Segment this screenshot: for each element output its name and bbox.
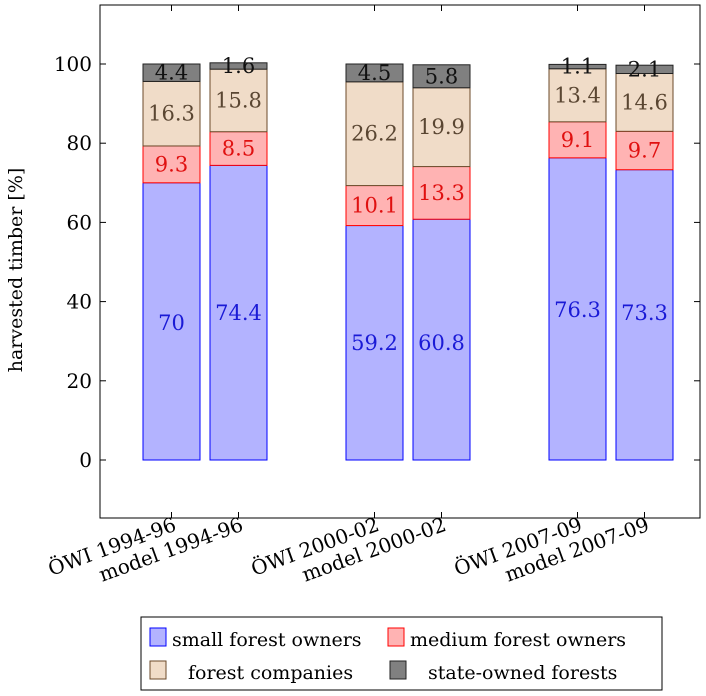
- legend-label: forest companies: [188, 662, 353, 684]
- data-label: 13.3: [418, 181, 465, 205]
- bars: [142, 62, 674, 461]
- data-label: 2.1: [628, 57, 661, 81]
- legend-swatch: [149, 627, 167, 647]
- data-label: 73.3: [621, 301, 668, 325]
- y-tick-label: 20: [67, 369, 92, 393]
- bar-segment: [345, 63, 404, 83]
- bar-segment: [548, 121, 607, 159]
- legend-label: medium forest owners: [410, 629, 626, 651]
- data-label: 19.9: [418, 115, 465, 139]
- data-label: 26.2: [351, 122, 398, 146]
- bar-segment: [142, 182, 201, 461]
- bar-segment: [412, 166, 471, 220]
- y-tick-label: 60: [67, 210, 92, 234]
- data-label: 1.1: [561, 55, 594, 79]
- data-label: 14.6: [621, 90, 668, 114]
- bar-segment: [142, 80, 201, 147]
- bar-segment: [412, 64, 471, 89]
- bar-segment: [615, 130, 674, 171]
- y-tick-label: 100: [54, 52, 92, 76]
- data-label: 13.4: [554, 83, 601, 107]
- data-label: 74.4: [215, 301, 262, 325]
- data-label: 59.2: [351, 331, 398, 355]
- bar-segment: [615, 64, 674, 75]
- legend-swatch: [389, 660, 407, 680]
- y-tick-label: 40: [67, 290, 92, 314]
- bar-segment: [209, 68, 268, 133]
- data-label: 10.1: [351, 194, 398, 218]
- y-tick-label: 80: [67, 131, 92, 155]
- bar-segment: [142, 145, 201, 184]
- legend-label: small forest owners: [172, 629, 362, 651]
- data-label: 70: [158, 311, 185, 335]
- data-label: 5.8: [425, 64, 458, 88]
- legend: small forest owners medium forest owners f…: [140, 616, 663, 691]
- bar-segment: [548, 68, 607, 123]
- bar-segment: [345, 81, 404, 187]
- y-tick-label: 0: [79, 448, 92, 472]
- data-label: 9.3: [155, 152, 188, 176]
- legend-swatch: [149, 660, 167, 680]
- data-label: 16.3: [148, 102, 195, 126]
- data-label: 9.7: [628, 139, 661, 163]
- bar-segment: [209, 164, 268, 461]
- data-label: 60.8: [418, 331, 465, 355]
- bar-segment: [142, 63, 201, 82]
- data-label: 9.1: [561, 128, 594, 152]
- axes: 0 20 40 60 80 100: [54, 4, 701, 519]
- bar-segment: [345, 185, 404, 227]
- data-label: 8.5: [222, 137, 255, 161]
- legend-label: state-owned forests: [428, 662, 617, 684]
- plot-frame: [99, 4, 701, 519]
- bar-segment: [548, 63, 607, 70]
- data-label: 76.3: [554, 298, 601, 322]
- y-axis-label: harvested timber [%]: [5, 168, 27, 373]
- bar-segment: [209, 62, 268, 70]
- value-labels: 70 9.3 16.3 4.4 74.4 8.5 15.8 1.6 59.2 10.1 26.2 4.…: [148, 54, 668, 355]
- bar-segment: [615, 73, 674, 132]
- data-label: 4.4: [155, 61, 188, 85]
- bar-segment: [548, 157, 607, 461]
- bar-segment: [412, 218, 471, 461]
- bar-segment: [209, 131, 268, 166]
- data-label: 15.8: [215, 88, 262, 112]
- data-label: 4.5: [358, 61, 391, 85]
- data-label: 1.6: [222, 54, 255, 78]
- bar-segment: [345, 225, 404, 461]
- bar-segment: [412, 87, 471, 168]
- legend-swatch: [387, 627, 405, 647]
